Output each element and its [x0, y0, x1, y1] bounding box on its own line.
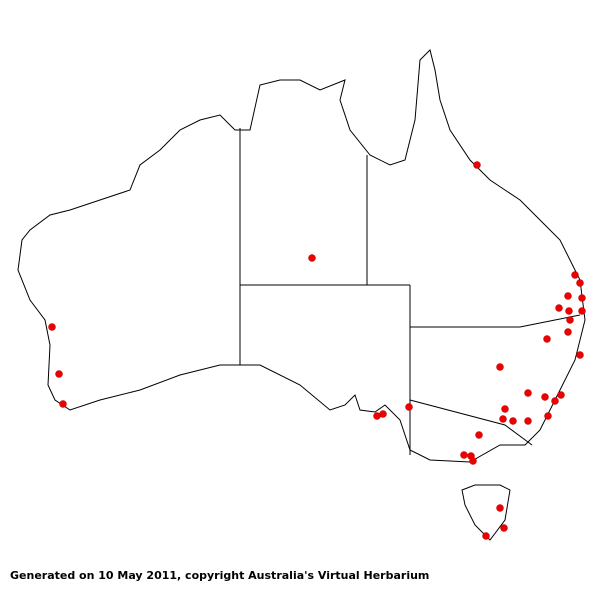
point: [576, 279, 584, 287]
point: [566, 316, 574, 324]
point: [475, 431, 483, 439]
point: [524, 389, 532, 397]
point: [500, 524, 508, 532]
point: [565, 307, 573, 315]
point: [564, 328, 572, 336]
point: [578, 307, 586, 315]
point: [541, 393, 549, 401]
point: [473, 161, 481, 169]
point: [524, 417, 532, 425]
point: [48, 323, 56, 331]
occurrence-points: [48, 161, 586, 540]
point: [405, 403, 413, 411]
point: [460, 451, 468, 459]
point: [482, 532, 490, 540]
point: [555, 304, 563, 312]
point: [499, 415, 507, 423]
point: [373, 412, 381, 420]
state-border: [410, 314, 581, 328]
point: [576, 351, 584, 359]
map: [17, 49, 586, 541]
point: [557, 391, 565, 399]
point: [469, 457, 477, 465]
state-borders: [239, 128, 581, 455]
point: [544, 412, 552, 420]
caption: Generated on 10 May 2011, copyright Aust…: [10, 569, 430, 582]
point: [578, 294, 586, 302]
point: [551, 397, 559, 405]
mainland-coastline: [17, 49, 586, 463]
point: [308, 254, 316, 262]
point: [55, 370, 63, 378]
point: [501, 405, 509, 413]
point: [59, 400, 67, 408]
point: [564, 292, 572, 300]
point: [496, 363, 504, 371]
point: [571, 271, 579, 279]
point: [509, 417, 517, 425]
state-border: [409, 399, 533, 446]
point: [496, 504, 504, 512]
point: [543, 335, 551, 343]
tasmania-coastline: [461, 484, 511, 541]
